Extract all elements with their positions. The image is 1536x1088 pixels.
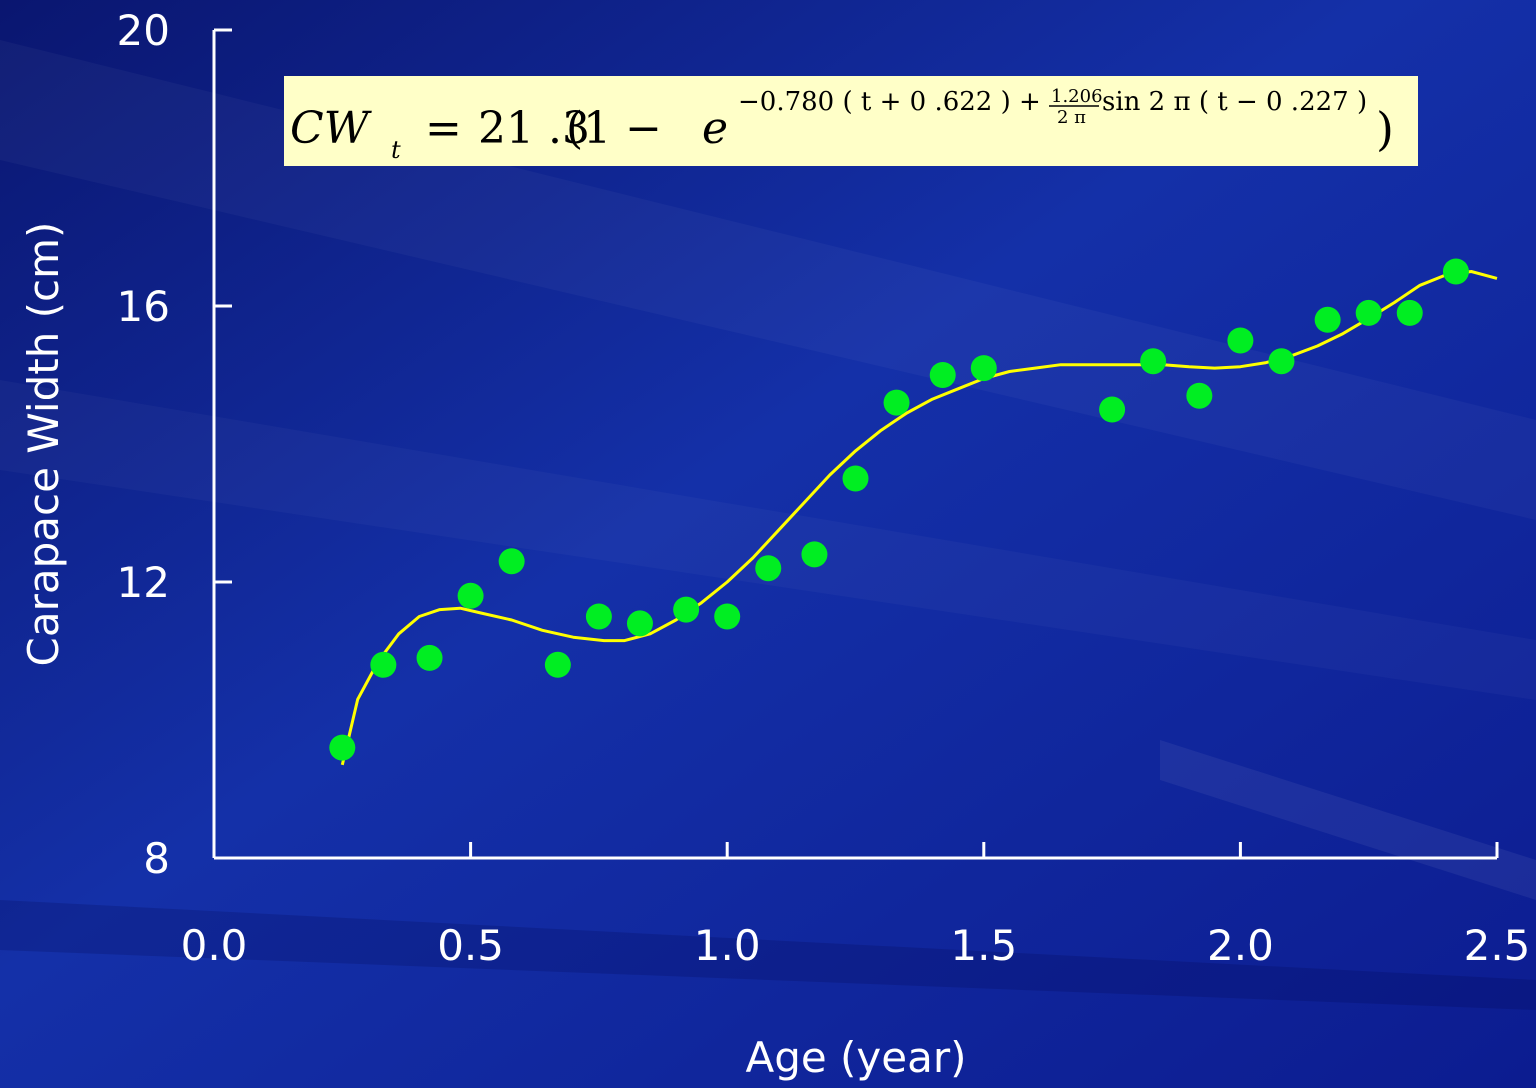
data-point <box>416 644 443 671</box>
data-point <box>1186 382 1213 409</box>
data-point <box>970 355 997 382</box>
y-ticks: 8 12 16 20 <box>117 6 232 883</box>
data-point <box>585 603 612 630</box>
data-point <box>626 610 653 637</box>
data-point <box>1227 327 1254 354</box>
formula-equals: = <box>425 103 462 154</box>
x-axis-title: Age (year) <box>745 1033 966 1082</box>
data-point <box>1140 348 1167 375</box>
formula-box <box>284 76 1418 166</box>
data-point <box>842 465 869 492</box>
formula-lhs: CW <box>290 103 373 154</box>
data-point <box>929 362 956 388</box>
y-tick-label: 8 <box>143 834 170 883</box>
formula-annotation: CW t = 21 .3 (1 − e −0.780 ( t + 0 .622 … <box>284 76 1418 166</box>
formula-open: (1 − <box>566 103 662 154</box>
x-tick-label: 1.5 <box>950 921 1017 970</box>
data-point <box>1099 396 1126 423</box>
data-point <box>673 596 700 623</box>
formula-lhs-subscript: t <box>391 136 401 164</box>
fit-curve <box>340 270 1498 766</box>
x-tick-label: 0.0 <box>181 921 248 970</box>
data-point <box>370 651 397 678</box>
data-point <box>1268 348 1295 375</box>
axes: 0.0 0.5 1.0 1.5 2.0 2.5 8 12 16 20 <box>117 6 1531 970</box>
fit-curve-layer <box>340 270 1498 766</box>
data-point <box>544 651 571 678</box>
data-point <box>1442 258 1469 285</box>
formula-exponent-main: −0.780 ( t + 0 .622 ) + <box>738 87 1041 117</box>
formula-asymptote: 21 .3 <box>478 103 590 154</box>
background-streak <box>1160 740 1536 900</box>
formula-base: e <box>702 103 728 154</box>
data-points-layer <box>329 258 1469 761</box>
data-point <box>457 582 484 609</box>
data-point <box>1355 299 1382 326</box>
formula-exponent-sin: sin 2 π ( t − 0 .227 ) <box>1102 87 1367 117</box>
data-point <box>1314 306 1341 333</box>
formula-fraction-numerator: 1.206 <box>1051 86 1103 107</box>
y-tick-label: 20 <box>117 6 170 55</box>
data-point <box>755 555 782 582</box>
data-point <box>801 541 828 568</box>
x-tick-label: 0.5 <box>437 921 504 970</box>
data-point <box>714 603 741 630</box>
x-tick-label: 2.0 <box>1207 921 1274 970</box>
formula-fraction-denominator: 2 π <box>1057 107 1086 128</box>
background-streak <box>0 900 1536 1010</box>
y-axis-title: Carapace Width (cm) <box>19 222 68 667</box>
data-point <box>498 548 525 575</box>
data-point <box>329 734 356 761</box>
y-tick-label: 12 <box>117 558 170 607</box>
y-tick-label: 16 <box>117 282 170 331</box>
data-point <box>883 389 910 416</box>
formula-close: ) <box>1376 102 1394 156</box>
x-ticks: 0.0 0.5 1.0 1.5 2.0 2.5 <box>181 842 1531 970</box>
x-tick-label: 1.0 <box>694 921 761 970</box>
data-point <box>1396 299 1423 326</box>
x-tick-label: 2.5 <box>1464 921 1531 970</box>
